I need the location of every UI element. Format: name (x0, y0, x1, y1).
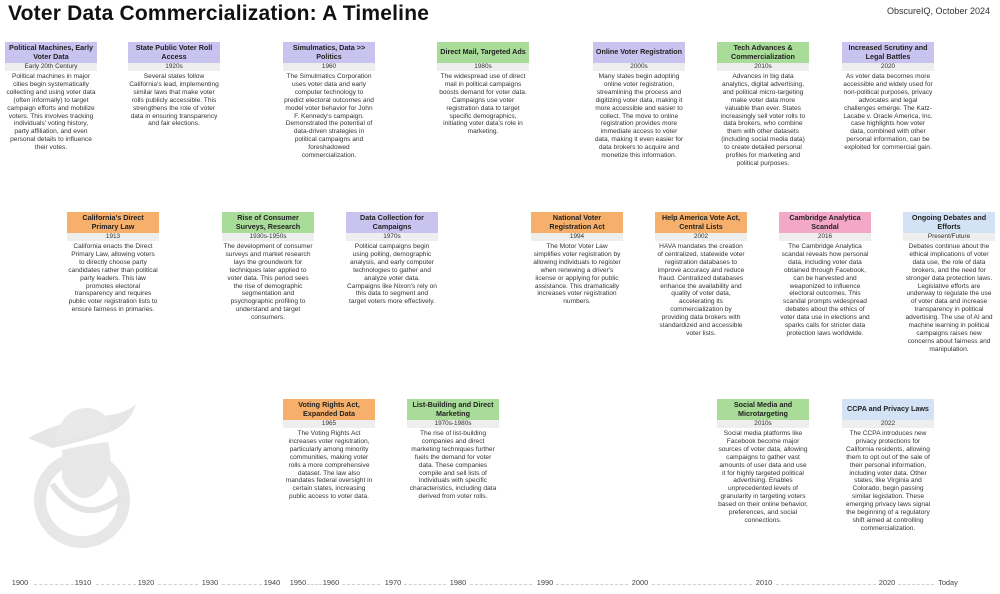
card-title: Voting Rights Act, Expanded Data (283, 399, 375, 420)
card-simulmatics: Simulmatics, Data >> Politics 1960 The S… (283, 42, 375, 160)
card-text: California enacts the Direct Primary Law… (68, 243, 158, 314)
card-title: Ongoing Debates and Efforts (903, 212, 995, 233)
card-title: CCPA and Privacy Laws (842, 399, 934, 420)
card-text: Social media platforms like Facebook bec… (718, 430, 808, 524)
card-political-machines: Political Machines, Early Voter Data Ear… (5, 42, 97, 152)
axis-label: 1910 (74, 578, 92, 587)
card-online-voter-registration: Online Voter Registration 2000s Many sta… (593, 42, 685, 160)
card-tech-advances: Tech Advances & Commercialization 2010s … (717, 42, 809, 168)
card-text: The Voting Rights Act increases voter re… (285, 430, 373, 501)
card-date: 1994 (531, 233, 623, 241)
card-text: The Cambridge Analytica scandal reveals … (780, 243, 870, 337)
card-text: Advances in big data analytics, digital … (720, 73, 806, 167)
card-national-voter-registration-act: National Voter Registration Act 1994 The… (531, 212, 623, 306)
card-title: Data Collection for Campaigns (346, 212, 438, 233)
card-text: Debates continue about the ethical impli… (905, 243, 993, 353)
card-date: 1965 (283, 420, 375, 428)
card-social-media: Social Media and Microtargeting 2010s So… (717, 399, 809, 525)
card-date: 1980s (437, 63, 529, 71)
card-text: The development of consumer surveys and … (223, 243, 313, 322)
card-date: 2020 (842, 63, 934, 71)
card-text: Political machines in major cities begin… (6, 73, 96, 152)
card-title: Simulmatics, Data >> Politics (283, 42, 375, 63)
card-text: Political campaigns begin using polling,… (347, 243, 437, 306)
card-date: 1913 (67, 233, 159, 241)
card-text: The widespread use of direct mail in pol… (439, 73, 527, 136)
card-date: Present/Future (903, 233, 995, 241)
axis-label: Today (938, 578, 958, 587)
card-title: Political Machines, Early Voter Data (5, 42, 97, 63)
card-text: HAVA mandates the creation of centralize… (657, 243, 745, 337)
card-text: As voter data becomes more accessible an… (843, 73, 933, 152)
card-data-collection-campaigns: Data Collection for Campaigns 1970s Poli… (346, 212, 438, 306)
card-voting-rights-act: Voting Rights Act, Expanded Data 1965 Th… (283, 399, 375, 501)
axis-label: 1980 (449, 578, 467, 587)
axis-label: 2020 (878, 578, 896, 587)
card-title: Online Voter Registration (593, 42, 685, 63)
card-text: Several states follow California's lead,… (129, 73, 219, 128)
axis-label: 1900 (11, 578, 29, 587)
axis-label: 1930 (201, 578, 219, 587)
axis-label: 2010 (755, 578, 773, 587)
card-date: 1920s (128, 63, 220, 71)
obscureiq-logo-icon (28, 404, 136, 548)
card-title: California's Direct Primary Law (67, 212, 159, 233)
card-date: 2010s (717, 63, 809, 71)
card-title: List-Building and Direct Marketing (407, 399, 499, 420)
card-direct-mail: Direct Mail, Targeted Ads 1980s The wide… (437, 42, 529, 136)
axis-label: 1960 (322, 578, 340, 587)
card-title: State Public Voter Roll Access (128, 42, 220, 63)
time-axis: 1900 1910 1920 1930 1940 1950 1960 1970 … (0, 578, 1000, 592)
card-cambridge-analytica: Cambridge Analytica Scandal 2016 The Cam… (779, 212, 871, 338)
card-increased-scrutiny: Increased Scrutiny and Legal Battles 202… (842, 42, 934, 152)
card-list-building: List-Building and Direct Marketing 1970s… (407, 399, 499, 501)
card-title: Tech Advances & Commercialization (717, 42, 809, 63)
card-state-public-voter-roll: State Public Voter Roll Access 1920s Sev… (128, 42, 220, 128)
axis-label: 2000 (631, 578, 649, 587)
card-title: Increased Scrutiny and Legal Battles (842, 42, 934, 63)
card-ccpa: CCPA and Privacy Laws 2022 The CCPA intr… (842, 399, 934, 533)
card-date: 1930s-1950s (222, 233, 314, 241)
card-date: Early 20th Century (5, 63, 97, 71)
card-title: National Voter Registration Act (531, 212, 623, 233)
card-text: The Motor Voter Law simplifies voter reg… (533, 243, 621, 306)
card-consumer-surveys: Rise of Consumer Surveys, Research 1930s… (222, 212, 314, 322)
card-date: 1970s (346, 233, 438, 241)
card-date: 2002 (655, 233, 747, 241)
page-title: Voter Data Commercialization: A Timeline (8, 2, 430, 25)
card-ongoing-debates: Ongoing Debates and Efforts Present/Futu… (903, 212, 995, 354)
card-date: 2000s (593, 63, 685, 71)
card-title: Help America Vote Act, Central Lists (655, 212, 747, 233)
card-text: The Simulmatics Corporation uses voter d… (284, 73, 374, 160)
card-title: Social Media and Microtargeting (717, 399, 809, 420)
card-date: 2010s (717, 420, 809, 428)
axis-label: 1970 (384, 578, 402, 587)
card-title: Cambridge Analytica Scandal (779, 212, 871, 233)
card-title: Direct Mail, Targeted Ads (437, 42, 529, 63)
card-text: Many states begin adopting online voter … (594, 73, 684, 160)
byline: ObscureIQ, October 2024 (886, 6, 990, 16)
card-california-direct-primary: California's Direct Primary Law 1913 Cal… (67, 212, 159, 314)
axis-label: 1950 (289, 578, 307, 587)
card-text: The rise of list-building companies and … (409, 430, 497, 501)
axis-label: 1940 (263, 578, 281, 587)
card-help-america-vote-act: Help America Vote Act, Central Lists 200… (655, 212, 747, 338)
card-title: Rise of Consumer Surveys, Research (222, 212, 314, 233)
card-date: 2016 (779, 233, 871, 241)
card-date: 1960 (283, 63, 375, 71)
card-date: 1970s-1980s (407, 420, 499, 428)
axis-label: 1990 (536, 578, 554, 587)
card-date: 2022 (842, 420, 934, 428)
card-text: The CCPA introduces new privacy protecti… (845, 430, 931, 532)
axis-label: 1920 (137, 578, 155, 587)
